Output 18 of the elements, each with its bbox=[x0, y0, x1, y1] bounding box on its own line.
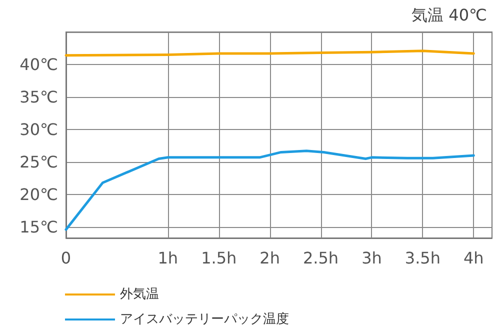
y-tick-label: 20℃ bbox=[20, 184, 58, 204]
x-tick-label: 1h bbox=[158, 248, 178, 268]
x-tick-label: 0 bbox=[60, 248, 72, 268]
legend-label: 外気温 bbox=[120, 287, 159, 302]
x-tick-label: 4h bbox=[463, 248, 484, 268]
y-tick-label: 35℃ bbox=[20, 87, 58, 106]
line-series bbox=[64, 150, 475, 231]
x-tick-label: 3h bbox=[362, 248, 382, 268]
y-tick-label: 40℃ bbox=[20, 54, 58, 74]
y-tick-label: 25℃ bbox=[20, 152, 58, 172]
y-tick-label: 30℃ bbox=[20, 120, 58, 139]
x-tick-label: 1.5h bbox=[201, 248, 237, 268]
x-tick-label: 3.5h bbox=[404, 248, 440, 268]
x-tick-label: 2h bbox=[260, 248, 280, 268]
x-tick-label: 2.5h bbox=[302, 248, 339, 268]
y-tick-label: 15℃ bbox=[20, 217, 58, 236]
chart-title: 気温 40℃ bbox=[412, 6, 488, 24]
legend-label: アイスバッテリーパック温度 bbox=[120, 311, 289, 327]
